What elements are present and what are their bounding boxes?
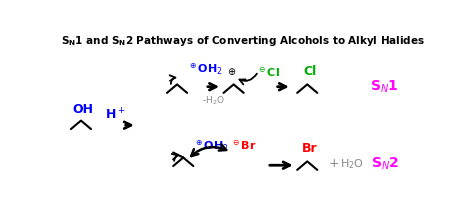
Text: S$_N$1: S$_N$1 (371, 79, 399, 95)
Text: +: + (329, 157, 340, 170)
Text: $^\oplus$OH$_2$: $^\oplus$OH$_2$ (188, 62, 223, 77)
Text: -H$_2$O: -H$_2$O (202, 94, 225, 107)
Text: Cl: Cl (303, 65, 316, 78)
Text: S$_N$2: S$_N$2 (371, 155, 399, 172)
Text: H$_2$O: H$_2$O (340, 157, 364, 170)
Text: $^\ominus$Br: $^\ominus$Br (231, 139, 257, 152)
Text: Br: Br (302, 142, 318, 155)
Text: $^\oplus$OH$_2$: $^\oplus$OH$_2$ (194, 139, 229, 154)
Text: $\oplus$: $\oplus$ (228, 66, 237, 77)
Text: $^\ominus$Cl: $^\ominus$Cl (257, 66, 280, 79)
Text: $\bf{S_N}$1 and $\bf{S_N}$2 Pathways of Converting Alcohols to Alkyl Halides: $\bf{S_N}$1 and $\bf{S_N}$2 Pathways of … (61, 34, 425, 48)
Text: H$^+$: H$^+$ (105, 107, 126, 123)
Text: OH: OH (72, 103, 93, 116)
